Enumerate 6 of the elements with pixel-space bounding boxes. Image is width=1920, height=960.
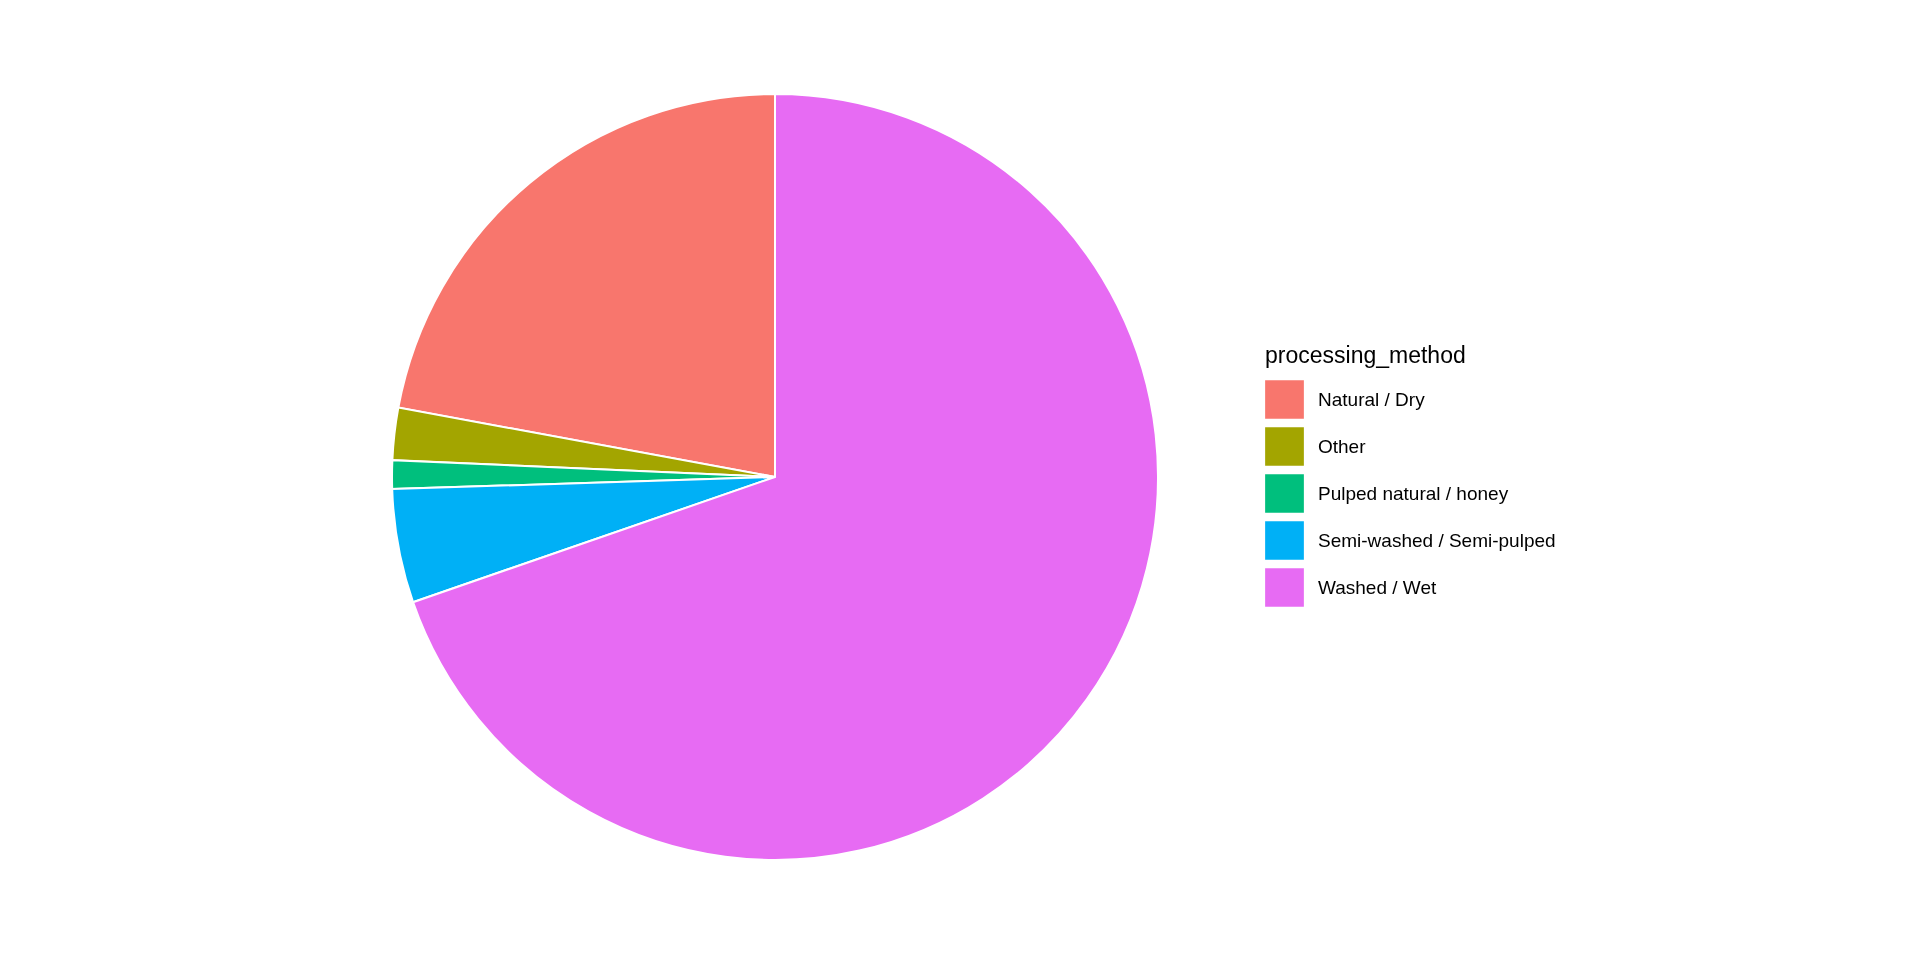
- legend-label: Washed / Wet: [1318, 576, 1437, 598]
- legend-label: Pulped natural / honey: [1318, 482, 1509, 504]
- legend-title: processing_method: [1265, 342, 1466, 368]
- legend-label: Semi-washed / Semi-pulped: [1318, 529, 1556, 551]
- legend-label: Natural / Dry: [1318, 388, 1426, 410]
- legend-label: Other: [1318, 435, 1367, 457]
